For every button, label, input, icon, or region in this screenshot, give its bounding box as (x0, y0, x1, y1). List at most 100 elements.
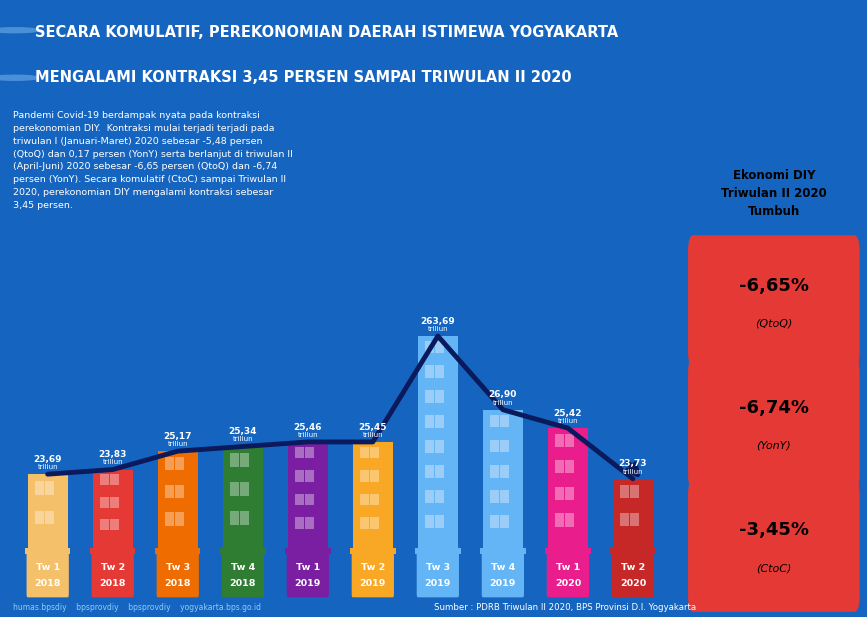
Bar (491, 465, 499, 478)
Bar (435, 365, 444, 378)
Bar (435, 465, 444, 478)
FancyBboxPatch shape (688, 357, 859, 490)
Text: 25,42: 25,42 (554, 409, 582, 418)
Bar (491, 440, 499, 452)
Text: 2020: 2020 (620, 579, 646, 588)
Text: 263,69: 263,69 (420, 317, 455, 326)
Bar (101, 519, 109, 530)
Bar (630, 486, 639, 498)
Bar (565, 460, 574, 473)
Bar (223, 447, 263, 548)
Text: Tw 3: Tw 3 (426, 563, 450, 572)
Bar (110, 497, 119, 508)
Bar (426, 465, 434, 478)
Bar (426, 515, 434, 528)
Text: triliun: triliun (102, 460, 123, 465)
Text: triliun: triliun (623, 469, 643, 474)
Bar (483, 410, 523, 548)
Bar (231, 511, 239, 524)
Text: Ekonomi DIY
Triwulan II 2020
Tumbuh: Ekonomi DIY Triwulan II 2020 Tumbuh (721, 169, 826, 218)
Text: triliun: triliun (427, 326, 448, 332)
Text: 23,69: 23,69 (34, 455, 62, 464)
Bar (500, 490, 509, 503)
Circle shape (0, 75, 29, 80)
Bar (426, 341, 434, 354)
Bar (426, 365, 434, 378)
FancyBboxPatch shape (417, 552, 459, 597)
Text: -3,45%: -3,45% (739, 521, 809, 539)
FancyBboxPatch shape (482, 552, 524, 597)
Bar (556, 487, 564, 500)
Bar (435, 341, 444, 354)
Bar (435, 515, 444, 528)
Circle shape (0, 28, 38, 33)
Bar (175, 513, 184, 526)
Bar (305, 470, 314, 482)
Text: 26,90: 26,90 (489, 391, 517, 399)
Text: 2019: 2019 (360, 579, 386, 588)
Text: (YonY): (YonY) (756, 441, 792, 451)
Text: Tw 4: Tw 4 (491, 563, 515, 572)
Bar (36, 481, 44, 495)
Bar (353, 442, 393, 548)
Text: humas.bpsdiy    bpsprovdiy    bpsprovdiy    yogyakarta.bps.go.id: humas.bpsdiy bpsprovdiy bpsprovdiy yogya… (13, 603, 261, 612)
Bar (361, 447, 369, 458)
FancyBboxPatch shape (92, 552, 134, 597)
Bar (361, 470, 369, 482)
Text: 2019: 2019 (490, 579, 516, 588)
Bar (220, 548, 265, 553)
Text: Tw 1: Tw 1 (36, 563, 60, 572)
Bar (491, 490, 499, 503)
Text: SECARA KOMULATIF, PEREKONOMIAN DAERAH ISTIMEWA YOGYAKARTA: SECARA KOMULATIF, PEREKONOMIAN DAERAH IS… (35, 25, 618, 40)
Bar (101, 474, 109, 485)
FancyBboxPatch shape (688, 479, 859, 612)
Bar (110, 474, 119, 485)
Bar (166, 513, 174, 526)
Text: triliun: triliun (37, 464, 58, 470)
Bar (548, 428, 588, 548)
Text: 2018: 2018 (100, 579, 126, 588)
Bar (296, 447, 304, 458)
Text: Pandemi Covid-19 berdampak nyata pada kontraksi
perekonomian DIY.  Kontraksi mul: Pandemi Covid-19 berdampak nyata pada ko… (13, 111, 293, 210)
FancyBboxPatch shape (547, 552, 589, 597)
Bar (435, 391, 444, 404)
Text: 2019: 2019 (295, 579, 321, 588)
FancyBboxPatch shape (27, 552, 68, 597)
Bar (491, 515, 499, 528)
Text: (QtoQ): (QtoQ) (755, 319, 792, 329)
Bar (231, 482, 239, 495)
Bar (296, 470, 304, 482)
Bar (556, 513, 564, 526)
Bar (305, 518, 314, 529)
Bar (45, 481, 54, 495)
Text: 23,73: 23,73 (619, 460, 647, 468)
FancyBboxPatch shape (612, 552, 654, 597)
Bar (418, 336, 458, 548)
Text: -6,74%: -6,74% (739, 399, 809, 417)
Text: (CtoC): (CtoC) (756, 563, 792, 573)
Bar (435, 490, 444, 503)
FancyBboxPatch shape (352, 552, 394, 597)
Bar (370, 518, 379, 529)
Bar (166, 457, 174, 471)
FancyBboxPatch shape (157, 552, 199, 597)
Text: 2018: 2018 (165, 579, 191, 588)
Circle shape (0, 75, 38, 80)
Bar (480, 548, 525, 553)
Bar (500, 465, 509, 478)
Bar (621, 486, 629, 498)
Bar (350, 548, 395, 553)
Text: triliun: triliun (492, 400, 513, 405)
Bar (296, 494, 304, 505)
Bar (500, 440, 509, 452)
Bar (305, 494, 314, 505)
Text: Tw 1: Tw 1 (296, 563, 320, 572)
Bar (545, 548, 590, 553)
Bar (101, 497, 109, 508)
Bar (435, 440, 444, 453)
Text: triliun: triliun (557, 418, 578, 424)
Text: 25,46: 25,46 (294, 423, 322, 431)
Bar (415, 548, 460, 553)
Bar (240, 453, 249, 467)
Bar (166, 485, 174, 498)
